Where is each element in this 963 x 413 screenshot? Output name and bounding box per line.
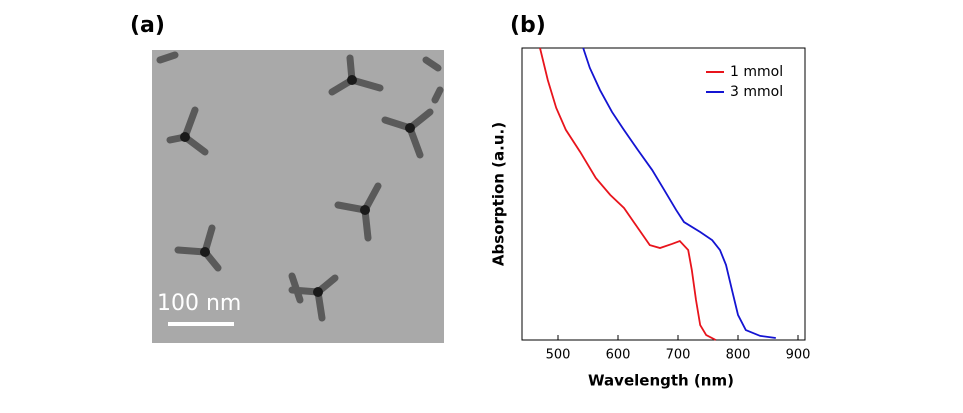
x-tick-label: 700: [666, 348, 691, 363]
tem-image: [152, 50, 444, 343]
x-tick-label: 800: [726, 348, 751, 363]
legend-label: 3 mmol: [730, 84, 783, 100]
panel-label: (b): [510, 13, 546, 38]
x-tick-label: 600: [606, 348, 631, 363]
y-axis-label: Absorption (a.u.): [490, 122, 508, 266]
legend-label: 1 mmol: [730, 64, 783, 80]
x-axis-label: Wavelength (nm): [588, 372, 734, 390]
panel-label: (a): [130, 13, 165, 38]
plot-frame: [521, 47, 806, 341]
line: [539, 47, 717, 341]
line: [582, 47, 776, 339]
x-tick-label: 900: [786, 348, 811, 363]
x-tick-label: 500: [546, 348, 571, 363]
scale-bar-label: 100 nm: [157, 291, 241, 316]
